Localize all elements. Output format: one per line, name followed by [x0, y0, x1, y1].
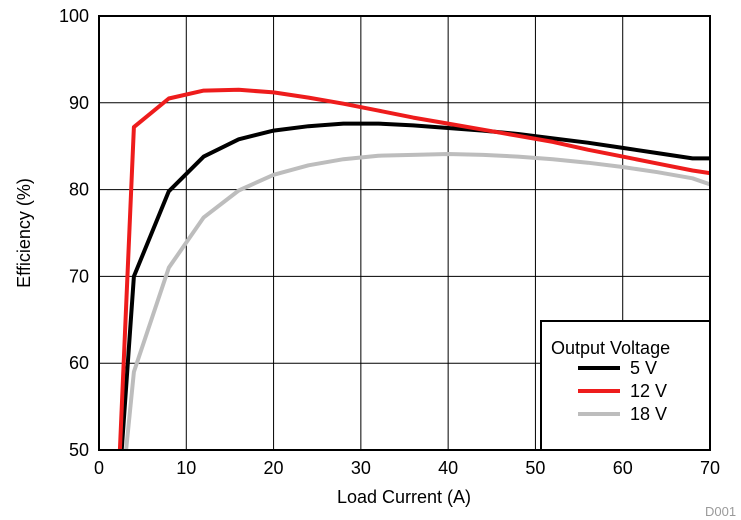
- x-tick-label: 30: [351, 458, 371, 478]
- legend-label-12v: 12 V: [630, 381, 667, 401]
- y-tick-label: 90: [69, 93, 89, 113]
- x-tick-label: 50: [525, 458, 545, 478]
- x-tick-label: 60: [613, 458, 633, 478]
- y-tick-label: 60: [69, 353, 89, 373]
- x-tick-label: 40: [438, 458, 458, 478]
- series-line-12v: [117, 87, 710, 450]
- figure-id-watermark: D001: [705, 504, 736, 519]
- y-tick-label: 100: [59, 6, 89, 26]
- series-lines: [117, 87, 710, 450]
- tick-labels: 0 10 20 30 40 50 60 70 50 60 70 80 90 100: [59, 6, 720, 478]
- x-tick-label: 0: [94, 458, 104, 478]
- plot-frame: [98, 15, 711, 451]
- series-line-5v: [119, 121, 710, 450]
- y-tick-label: 70: [69, 266, 89, 286]
- legend-label-5v: 5 V: [630, 358, 657, 378]
- y-tick-label: 50: [69, 440, 89, 460]
- legend-items: 5 V 12 V 18 V: [578, 358, 667, 424]
- x-axis-label: Load Current (A): [337, 487, 471, 507]
- x-tick-label: 10: [176, 458, 196, 478]
- series-line-18v: [124, 152, 710, 450]
- x-tick-label: 20: [264, 458, 284, 478]
- legend: Output Voltage 5 V 12 V 18 V: [540, 320, 711, 451]
- legend-box: [540, 320, 711, 451]
- y-tick-label: 80: [69, 180, 89, 200]
- legend-label-18v: 18 V: [630, 404, 667, 424]
- x-tick-label: 70: [700, 458, 720, 478]
- legend-title: Output Voltage: [551, 338, 670, 358]
- y-axis-label: Efficiency (%): [14, 178, 34, 288]
